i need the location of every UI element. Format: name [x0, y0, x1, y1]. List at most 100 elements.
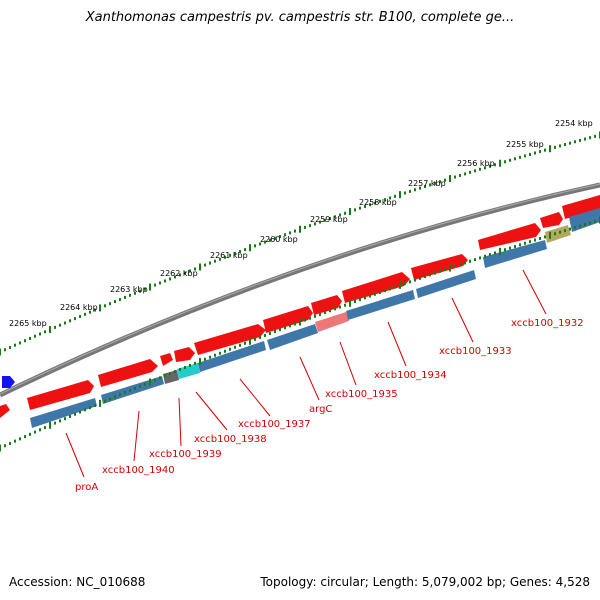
minor-tick [29, 432, 31, 436]
minor-tick [59, 323, 61, 327]
minor-tick [229, 347, 231, 351]
gene-label-leaders [65, 269, 547, 478]
minor-tick [359, 206, 361, 210]
reverse-feature [101, 376, 164, 404]
minor-tick [279, 235, 281, 239]
minor-tick [64, 321, 66, 325]
minor-tick [334, 307, 336, 311]
minor-tick [159, 376, 161, 380]
major-tick [149, 283, 151, 291]
tick-label: 2255 kbp [506, 140, 544, 149]
minor-tick [424, 185, 426, 189]
gene-label: xccb100_1940 [102, 465, 175, 476]
leader-line [133, 410, 140, 462]
minor-tick [574, 226, 576, 230]
minor-tick [204, 263, 206, 267]
minor-tick [434, 181, 436, 185]
minor-tick [74, 412, 76, 416]
major-tick [299, 318, 301, 326]
minor-tick [119, 297, 121, 301]
minor-tick [579, 224, 581, 228]
minor-tick [304, 318, 306, 322]
reverse-feature [416, 270, 476, 298]
minor-tick [274, 236, 276, 240]
reverse-strand-features [30, 208, 600, 428]
minor-tick [259, 242, 261, 246]
minor-tick [264, 240, 266, 244]
minor-tick [269, 238, 271, 242]
gene-labels: xccb100_1932 xccb100_1933 xccb100_1934 x… [75, 318, 584, 493]
minor-tick [159, 281, 161, 285]
minor-tick [394, 194, 396, 198]
reverse-feature [346, 290, 415, 320]
tick-label: 2264 kbp [60, 303, 98, 312]
minor-tick [124, 391, 126, 395]
gene-label: xccb100_1933 [439, 346, 512, 357]
minor-tick [409, 189, 411, 193]
minor-tick [344, 211, 346, 215]
major-tick [349, 299, 351, 307]
minor-tick [334, 215, 336, 219]
tick-label: 2265 kbp [9, 319, 47, 328]
minor-tick [89, 406, 91, 410]
minor-tick [414, 278, 416, 282]
tick-label: 2257 kbp [408, 179, 446, 188]
minor-tick [169, 277, 171, 281]
minor-tick [34, 430, 36, 434]
minor-tick [144, 382, 146, 386]
minor-tick [154, 378, 156, 382]
minor-tick [454, 175, 456, 179]
minor-tick [69, 319, 71, 323]
minor-tick [584, 137, 586, 141]
minor-tick [259, 335, 261, 339]
leader-line [451, 297, 474, 343]
minor-tick [439, 180, 441, 184]
minor-tick [529, 240, 531, 244]
minor-tick [9, 441, 11, 445]
minor-tick [554, 232, 556, 236]
minor-tick [89, 310, 91, 314]
minor-tick [379, 290, 381, 294]
minor-tick [594, 134, 596, 138]
minor-tick [19, 437, 21, 441]
minor-tick [424, 275, 426, 279]
minor-tick [579, 138, 581, 142]
major-tick [299, 225, 301, 233]
inner-tick-track [0, 216, 600, 452]
major-tick [399, 191, 401, 199]
minor-tick [239, 250, 241, 254]
major-tick [499, 247, 501, 255]
minor-tick [104, 399, 106, 403]
minor-tick [219, 351, 221, 355]
minor-tick [284, 326, 286, 330]
minor-tick [369, 294, 371, 298]
minor-tick [114, 395, 116, 399]
minor-tick [309, 224, 311, 228]
leader-line [239, 378, 271, 417]
minor-tick [574, 140, 576, 144]
minor-tick [214, 259, 216, 263]
minor-tick [514, 244, 516, 248]
minor-tick [94, 404, 96, 408]
minor-tick [209, 355, 211, 359]
tick-label: 2259 kbp [310, 215, 348, 224]
minor-tick [84, 312, 86, 316]
rrna-feature [315, 312, 349, 332]
minor-tick [519, 243, 521, 247]
minor-tick [519, 155, 521, 159]
minor-tick [9, 345, 11, 349]
minor-tick [254, 337, 256, 341]
minor-tick [559, 144, 561, 148]
minor-tick [194, 267, 196, 271]
minor-tick [174, 370, 176, 374]
forward-cds [478, 223, 541, 250]
minor-tick [459, 173, 461, 177]
minor-tick [389, 196, 391, 200]
minor-tick [74, 317, 76, 321]
major-tick [199, 357, 201, 365]
minor-tick [289, 231, 291, 235]
minor-tick [234, 251, 236, 255]
minor-tick [364, 296, 366, 300]
